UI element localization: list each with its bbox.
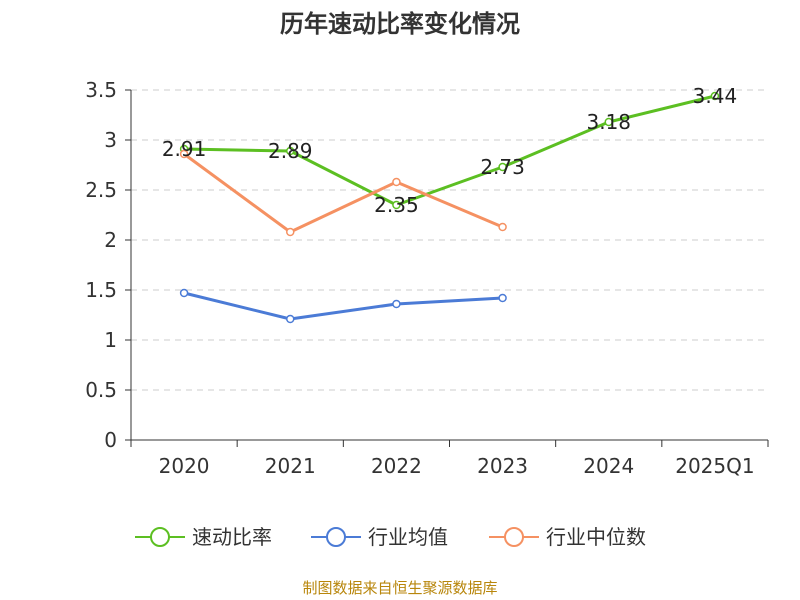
data-point	[286, 146, 295, 156]
chart-title: 历年速动比率变化情况	[280, 10, 520, 38]
data-point	[498, 162, 507, 172]
axes	[125, 89, 769, 447]
x-tick-label: 2021	[265, 454, 316, 478]
data-point	[498, 293, 507, 303]
legend-label: 行业均值	[368, 525, 448, 549]
legend-label: 行业中位数	[546, 525, 646, 549]
y-tick-label: 1	[104, 328, 117, 352]
y-tick-label: 1.5	[85, 278, 117, 302]
data-point	[392, 177, 401, 187]
data-label: 2.35	[374, 193, 419, 217]
data-label: 2.89	[268, 139, 313, 163]
data-label: 3.44	[693, 84, 738, 108]
data-point	[286, 314, 295, 324]
source-note: 制图数据来自恒生聚源数据库	[302, 579, 497, 597]
legend-marker	[504, 527, 524, 547]
legend-marker	[326, 527, 346, 547]
legend: 速动比率 行业均值 行业中位数	[135, 525, 646, 549]
data-label: 2.91	[162, 137, 207, 161]
x-tick-label: 2023	[477, 454, 528, 478]
x-tick-label: 2025Q1	[675, 454, 754, 478]
series-line-2	[183, 152, 504, 234]
data-label: 3.18	[586, 110, 631, 134]
series-line-1	[183, 291, 503, 321]
data-point	[392, 299, 401, 309]
series-group	[179, 91, 720, 324]
y-tick-label: 2	[104, 228, 117, 252]
y-tick-labels: 0 0.5 1 1.5 2 2.5 3 3.5	[85, 78, 117, 452]
data-point	[710, 91, 720, 101]
legend-marker	[150, 527, 170, 547]
y-tick-label: 3	[104, 128, 117, 152]
data-point	[179, 288, 189, 298]
data-point	[604, 117, 613, 127]
x-tick-label: 2024	[583, 454, 634, 478]
data-point	[498, 222, 507, 232]
y-tick-label: 0	[104, 428, 117, 452]
data-point	[179, 149, 189, 159]
x-tick-labels: 2020 2021 2022 2023 2024 2025Q1	[159, 454, 755, 478]
y-tick-label: 2.5	[85, 178, 117, 202]
y-tick-label: 3.5	[85, 78, 117, 102]
data-point	[286, 227, 295, 237]
x-tick-label: 2020	[159, 454, 210, 478]
data-labels: 2.91 2.89 2.35 2.73 3.18 3.44	[162, 84, 737, 217]
series-line-0	[184, 94, 716, 207]
data-label: 2.73	[480, 155, 525, 179]
grid-lines	[131, 89, 768, 391]
data-point	[392, 200, 401, 210]
x-tick-label: 2022	[371, 454, 422, 478]
y-tick-label: 0.5	[85, 378, 117, 402]
legend-label: 速动比率	[192, 525, 272, 549]
